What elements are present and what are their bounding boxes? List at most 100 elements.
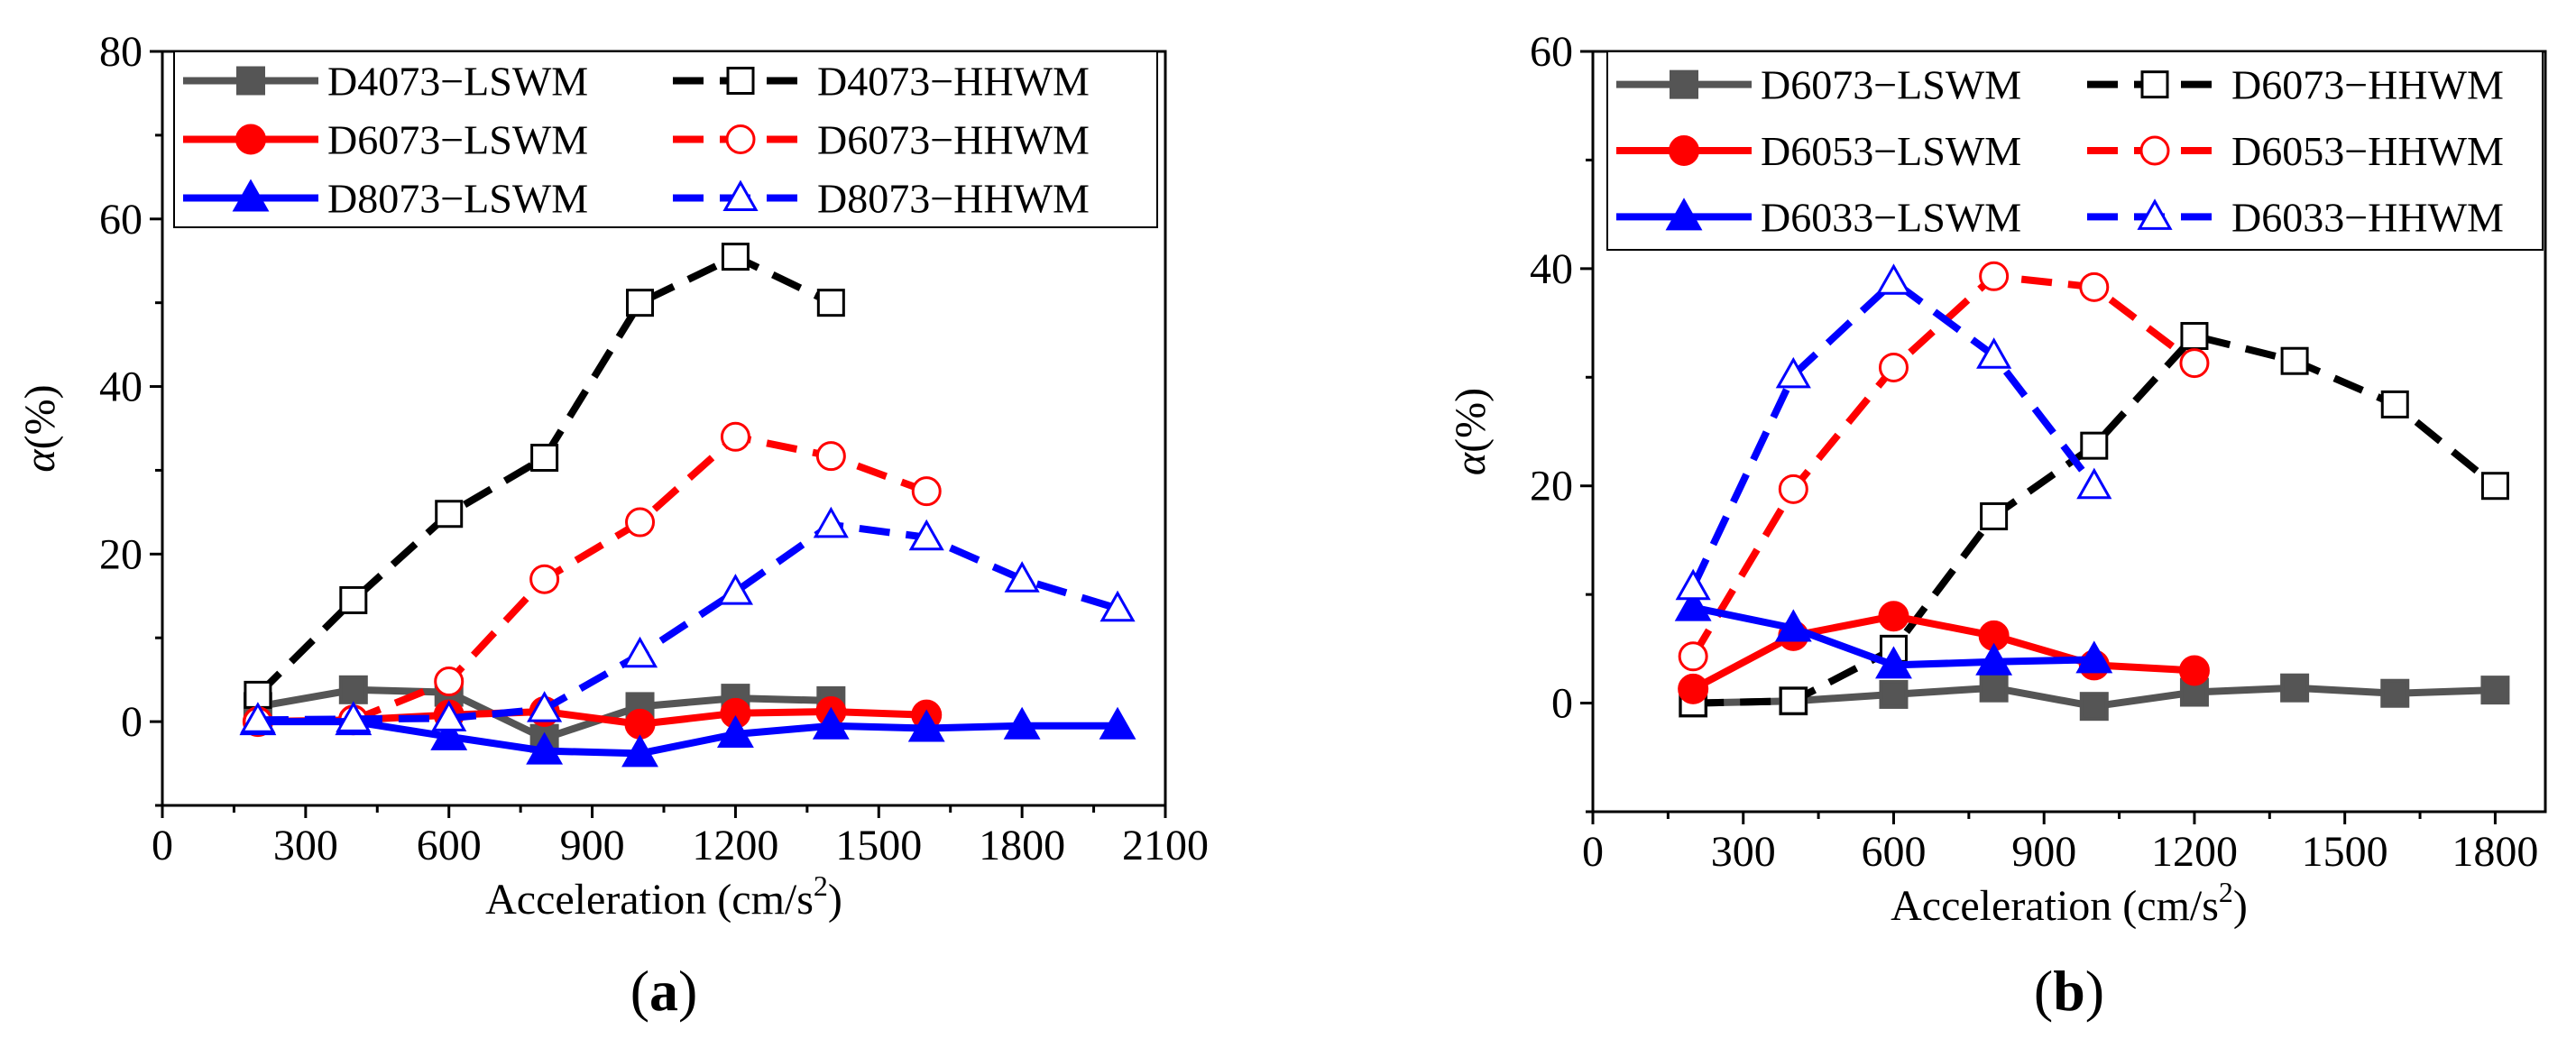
- y-axis-title-a: α(%): [16, 384, 64, 472]
- legend-item-b-1: D6073−HHWM: [2087, 62, 2504, 108]
- x-tick-label-b-3: 900: [2011, 828, 2076, 876]
- data-point-b-5-1: [1775, 356, 1811, 389]
- data-point-b-4-2: [1875, 646, 1912, 679]
- chart-panel-b: 0 300 600 900 1200 1500 1800 0 20 40 60 D6073−LSWM…: [1447, 28, 2547, 1023]
- x-tick-label-b-1: 300: [1711, 828, 1776, 876]
- data-point-b-0-7: [2380, 678, 2410, 708]
- data-point-b-2-2: [1878, 601, 1909, 632]
- legend-label-a-2: D6073−LSWM: [327, 117, 588, 163]
- data-point-a-2-4: [624, 708, 656, 740]
- data-point-b-4-3: [1975, 642, 2013, 676]
- x-tick-label-b-6: 1800: [2452, 828, 2538, 876]
- x-tick-label-b-5: 1500: [2302, 828, 2388, 876]
- series-line-b-3: [1689, 272, 2197, 658]
- data-point-b-1-8: [2480, 472, 2509, 501]
- data-point-a-4-5: [716, 714, 754, 749]
- data-point-a-1-2: [435, 500, 464, 529]
- data-point-a-5-5: [717, 574, 754, 605]
- data-point-b-1-6: [2280, 346, 2309, 375]
- legend-marker-a-2: [235, 124, 266, 155]
- data-point-b-1-3: [1980, 501, 2009, 530]
- data-point-b-3-5: [2179, 348, 2210, 379]
- legend-marker-a-4: [232, 179, 270, 212]
- legend-label-a-5: D8073−HHWM: [817, 176, 1090, 222]
- panel-label-a: (a): [630, 959, 698, 1023]
- legend-item-a-4: D8073−LSWM: [183, 176, 588, 222]
- data-point-a-3-5: [720, 421, 750, 452]
- legend-label-b-4: D6033−LSWM: [1761, 194, 2021, 240]
- series-line-b-1: [1693, 332, 2498, 707]
- data-point-b-5-3: [1976, 337, 2012, 369]
- legend-item-a-3: D6073−HHWM: [673, 117, 1090, 163]
- legend-b: D6073−LSWM D6073−HHWM D6053−LSWM D6053−HHWM…: [1606, 51, 2544, 251]
- data-point-a-4-4: [621, 734, 658, 768]
- data-point-a-4-8: [1003, 706, 1041, 740]
- legend-label-b-3: D6053−HHWM: [2231, 128, 2504, 174]
- x-axis-title-a: Acceleration (cm/s2): [485, 869, 842, 924]
- data-point-b-5-4: [2076, 467, 2112, 500]
- series-line-a-3: [257, 433, 928, 726]
- data-point-b-3-1: [1778, 474, 1808, 504]
- legend-item-a-5: D8073−HHWM: [673, 176, 1090, 222]
- data-point-b-1-7: [2380, 390, 2409, 418]
- legend-marker-a-3: [725, 124, 756, 154]
- legend-marker-a-5: [722, 179, 759, 211]
- data-point-a-5-1: [336, 701, 372, 732]
- data-point-a-3-7: [911, 476, 942, 507]
- data-point-b-0-4: [2079, 692, 2109, 722]
- series-a-4: [239, 703, 1136, 768]
- data-point-a-5-9: [1099, 590, 1136, 622]
- data-point-a-1-5: [721, 243, 750, 271]
- data-point-a-4-3: [526, 731, 564, 765]
- data-point-a-3-3: [529, 564, 560, 594]
- x-tick-label-a-7: 2100: [1122, 822, 1209, 869]
- data-point-b-5-0: [1675, 568, 1711, 601]
- series-b-5: [1675, 263, 2112, 601]
- legend-marker-b-3: [2139, 135, 2170, 166]
- x-tick-label-b-2: 600: [1861, 828, 1926, 876]
- legend-item-a-2: D6073−LSWM: [183, 117, 588, 163]
- legend-a: D4073−LSWM D4073−HHWM D6073−LSWM D6073−HHWM…: [173, 51, 1158, 228]
- legend-box-b: [1606, 51, 2544, 251]
- data-point-a-5-4: [621, 636, 658, 668]
- legend-label-a-0: D4073−LSWM: [327, 59, 588, 105]
- legend-marker-b-0: [1670, 69, 1698, 99]
- data-point-b-0-2: [1879, 679, 1909, 709]
- legend-item-b-2: D6053−LSWM: [1616, 128, 2021, 174]
- data-point-b-1-5: [2180, 322, 2209, 351]
- panel-label-b: (b): [2034, 959, 2104, 1023]
- data-point-a-4-9: [1099, 706, 1136, 740]
- legend-item-b-3: D6053−HHWM: [2087, 128, 2504, 174]
- data-point-a-4-7: [907, 709, 945, 742]
- data-point-b-2-0: [1678, 673, 1709, 704]
- data-point-b-1-2: [1879, 634, 1908, 663]
- legend-label-a-4: D8073−LSWM: [327, 176, 588, 222]
- data-point-a-1-6: [816, 289, 845, 317]
- x-tick-label-b-0: 0: [1582, 828, 1604, 876]
- x-tick-label-b-4: 1200: [2151, 828, 2238, 876]
- y-tick-label-b-0: 0: [1551, 680, 1573, 728]
- data-point-a-1-3: [530, 444, 559, 473]
- data-point-b-4-4: [2075, 640, 2113, 674]
- legend-label-a-1: D4073−HHWM: [817, 59, 1090, 105]
- data-point-a-3-6: [815, 441, 846, 472]
- x-tick-label-a-0: 0: [152, 822, 173, 869]
- y-tick-label-a-0: 0: [121, 698, 143, 746]
- data-point-b-1-4: [2080, 431, 2109, 460]
- legend-item-a-1: D4073−HHWM: [673, 59, 1090, 105]
- data-point-a-4-6: [812, 706, 850, 740]
- series-a-5: [240, 506, 1136, 733]
- data-point-b-4-0: [1674, 588, 1712, 621]
- data-point-a-3-2: [434, 667, 465, 697]
- legend-label-a-3: D6073−HHWM: [817, 117, 1090, 163]
- legend-label-b-1: D6073−HHWM: [2231, 62, 2504, 108]
- series-b-1: [1679, 322, 2509, 718]
- y-tick-label-b-2: 40: [1530, 245, 1573, 293]
- y-tick-label-a-3: 60: [99, 196, 143, 244]
- legend-box-a: [173, 51, 1158, 228]
- series-line-a-4: [257, 718, 1118, 758]
- x-tick-label-a-6: 1800: [979, 822, 1065, 869]
- data-point-a-5-0: [240, 702, 276, 733]
- data-point-b-3-3: [1979, 261, 2010, 291]
- y-tick-label-a-1: 20: [99, 530, 143, 578]
